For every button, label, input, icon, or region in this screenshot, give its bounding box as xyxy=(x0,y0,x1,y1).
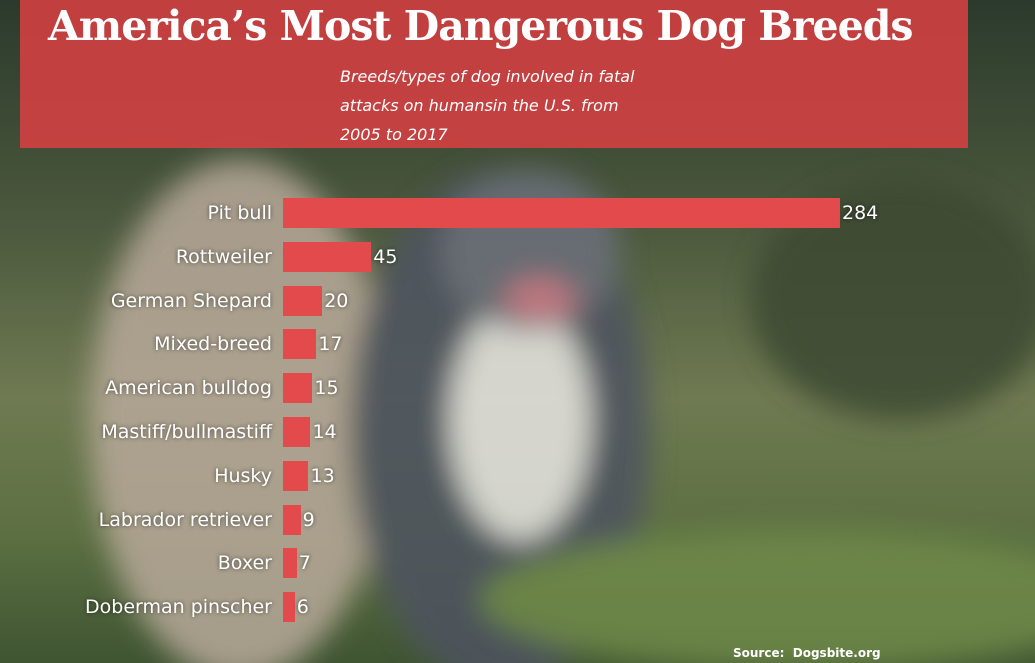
title-banner xyxy=(20,0,968,148)
category-label: Doberman pinscher xyxy=(85,596,272,619)
category-label: Rottweiler xyxy=(175,245,272,268)
source-note: Source: Dogsbite.org xyxy=(733,646,881,660)
value-label: 14 xyxy=(312,421,337,443)
bar xyxy=(283,241,372,272)
value-label: 45 xyxy=(373,245,398,268)
bar xyxy=(283,417,311,447)
category-label: Mastiff/bullmastiff xyxy=(101,421,272,443)
category-label: American bulldog xyxy=(105,377,272,400)
value-label: 9 xyxy=(302,508,315,531)
bar xyxy=(283,504,301,535)
category-label: Labrador retriever xyxy=(98,508,272,531)
value-label: 6 xyxy=(296,596,309,619)
bar xyxy=(283,285,323,316)
bar xyxy=(283,198,840,228)
bar xyxy=(283,592,295,623)
category-label: Pit bull xyxy=(207,202,272,224)
category-label: Mixed-breed xyxy=(154,333,272,356)
bar xyxy=(283,373,313,404)
value-label: 7 xyxy=(298,552,311,575)
category-label: Husky xyxy=(214,464,272,487)
bar xyxy=(283,329,317,360)
value-label: 284 xyxy=(842,202,879,224)
bar xyxy=(283,548,297,579)
chart-title: America’s Most Dangerous Dog Breeds xyxy=(48,2,913,50)
value-label: 17 xyxy=(318,333,343,356)
chart-subtitle: Breeds/types of dog involved in fatal at… xyxy=(340,67,635,144)
value-label: 15 xyxy=(314,377,339,400)
bar xyxy=(283,460,309,491)
value-label: 20 xyxy=(324,289,349,312)
category-label: Boxer xyxy=(217,552,272,575)
category-label: German Shepard xyxy=(110,289,272,312)
value-label: 13 xyxy=(310,464,335,487)
